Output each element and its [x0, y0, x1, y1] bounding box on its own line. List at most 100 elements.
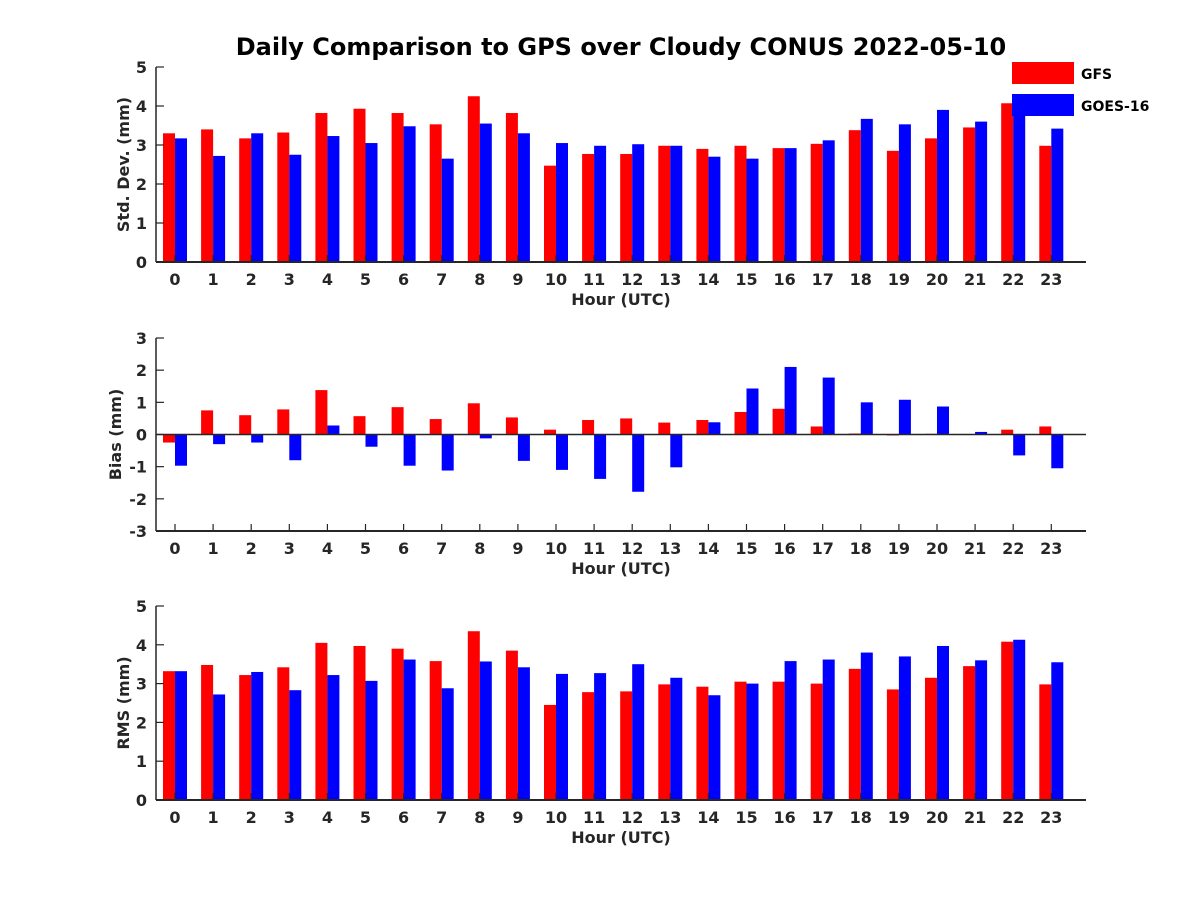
x-tick-label: 14	[697, 808, 719, 827]
bar-goes-16-hour-11	[594, 673, 607, 800]
bar-gfs-hour-9	[505, 417, 518, 435]
x-tick-label: 1	[208, 539, 219, 558]
x-tick-label: 21	[964, 539, 986, 558]
y-tick-label: 0	[136, 426, 147, 445]
legend-swatch-goes-16	[1012, 94, 1074, 116]
x-tick-label: 18	[850, 808, 872, 827]
bar-goes-16-hour-7	[441, 158, 454, 262]
x-tick-label: 2	[246, 270, 257, 289]
bar-goes-16-hour-1	[213, 155, 226, 262]
bar-goes-16-hour-16	[784, 148, 797, 262]
bar-goes-16-hour-0	[175, 138, 187, 262]
bar-goes-16-hour-18	[860, 118, 873, 263]
y-tick-label: 2	[136, 175, 147, 194]
bar-gfs-hour-15	[734, 681, 747, 800]
x-tick-label: 16	[773, 808, 795, 827]
bar-goes-16-hour-20	[937, 109, 949, 263]
bar-gfs-hour-12	[620, 418, 633, 435]
x-axis-label: Hour (UTC)	[571, 828, 671, 847]
x-tick-label: 7	[436, 270, 447, 289]
y-tick-label: -2	[129, 490, 147, 509]
bar-gfs-hour-11	[582, 153, 595, 262]
x-tick-label: 21	[964, 270, 986, 289]
bar-goes-16-hour-0	[175, 671, 187, 800]
bar-goes-16-hour-10	[556, 673, 568, 800]
x-tick-label: 11	[583, 270, 605, 289]
x-tick-label: 16	[773, 539, 795, 558]
bar-gfs-hour-22	[1001, 641, 1014, 800]
legend-label-gfs: GFS	[1081, 67, 1112, 83]
y-tick-label: 0	[136, 791, 147, 810]
bar-gfs-hour-3	[277, 667, 290, 800]
y-axis-label: RMS (mm)	[114, 656, 133, 749]
y-tick-label: 2	[136, 361, 147, 380]
x-tick-label: 7	[436, 539, 447, 558]
legend-swatch-gfs	[1012, 62, 1074, 84]
bar-goes-16-hour-13	[670, 145, 683, 262]
x-tick-label: 3	[284, 270, 295, 289]
bar-goes-16-hour-5	[365, 143, 378, 262]
bar-goes-16-hour-10	[556, 143, 568, 262]
x-tick-label: 23	[1040, 808, 1062, 827]
bar-gfs-hour-18	[848, 130, 861, 262]
y-tick-label: -3	[129, 522, 147, 541]
x-tick-label: 3	[284, 539, 295, 558]
bar-goes-16-hour-1	[213, 434, 226, 445]
bar-goes-16-hour-9	[517, 133, 530, 262]
bar-goes-16-hour-19	[898, 124, 911, 262]
x-tick-label: 8	[474, 539, 485, 558]
bar-gfs-hour-21	[963, 127, 976, 262]
y-tick-label: -1	[129, 458, 147, 477]
bar-goes-16-hour-9	[517, 667, 530, 800]
bar-goes-16-hour-22	[1013, 639, 1026, 800]
x-tick-label: 23	[1040, 270, 1062, 289]
bar-gfs-hour-1	[201, 410, 214, 435]
bar-gfs-hour-15	[734, 145, 747, 262]
bar-gfs-hour-6	[391, 113, 404, 263]
bar-gfs-hour-14	[696, 148, 709, 262]
y-tick-label: 3	[136, 329, 147, 348]
x-tick-label: 16	[773, 270, 795, 289]
x-tick-label: 0	[169, 539, 180, 558]
bar-gfs-hour-13	[658, 684, 671, 800]
bar-goes-16-hour-17	[822, 377, 835, 435]
bar-goes-16-hour-13	[670, 434, 683, 468]
x-tick-label: 19	[888, 808, 910, 827]
x-tick-label: 17	[812, 539, 834, 558]
bar-gfs-hour-19	[886, 689, 899, 800]
bar-goes-16-hour-21	[975, 660, 988, 800]
bar-gfs-hour-4	[315, 642, 328, 800]
bar-goes-16-hour-2	[251, 434, 264, 443]
x-tick-label: 19	[888, 539, 910, 558]
bar-gfs-hour-5	[353, 416, 366, 435]
y-tick-label: 0	[136, 253, 147, 272]
bar-gfs-hour-0	[163, 671, 175, 800]
bar-gfs-hour-15	[734, 411, 747, 435]
bar-goes-16-hour-2	[251, 133, 264, 262]
bar-gfs-hour-17	[810, 683, 823, 800]
bar-goes-16-hour-4	[327, 675, 340, 800]
bar-gfs-hour-6	[391, 648, 404, 800]
bar-gfs-hour-5	[353, 645, 366, 800]
bar-goes-16-hour-17	[822, 659, 835, 800]
bar-goes-16-hour-10	[556, 434, 568, 470]
bar-gfs-hour-9	[505, 650, 518, 800]
bar-gfs-hour-2	[239, 138, 252, 262]
x-tick-label: 10	[545, 270, 567, 289]
bar-goes-16-hour-14	[708, 156, 721, 262]
bar-gfs-hour-1	[201, 129, 214, 262]
x-tick-label: 8	[474, 270, 485, 289]
x-tick-label: 2	[246, 808, 257, 827]
y-tick-label: 4	[136, 97, 147, 116]
bar-goes-16-hour-6	[403, 434, 416, 466]
x-tick-label: 9	[512, 539, 523, 558]
bar-gfs-hour-23	[1039, 426, 1052, 435]
bar-gfs-hour-8	[467, 403, 480, 435]
x-tick-label: 9	[512, 808, 523, 827]
x-tick-label: 11	[583, 539, 605, 558]
x-tick-label: 18	[850, 539, 872, 558]
bar-goes-16-hour-2	[251, 671, 264, 800]
bar-gfs-hour-23	[1039, 145, 1052, 262]
